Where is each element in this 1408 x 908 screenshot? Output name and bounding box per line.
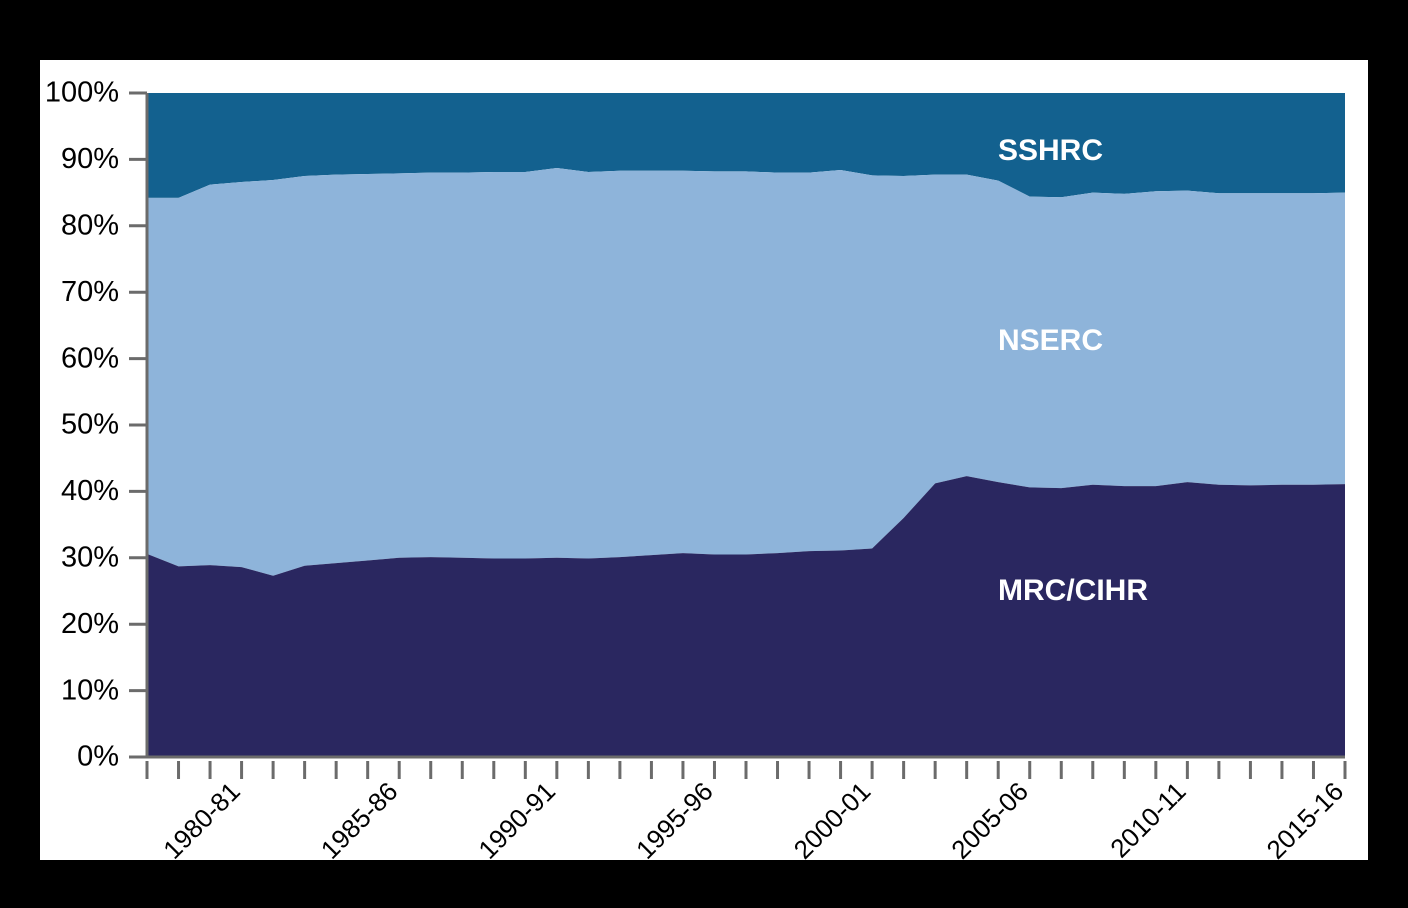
y-tick-label: 40%	[61, 475, 119, 507]
y-tick-label-group: 100% 90% 80% 70% 60% 50% 40% 30% 20% 10% 0%	[45, 77, 119, 773]
y-tick-label: 70%	[61, 276, 119, 308]
x-tick-group	[145, 761, 1347, 779]
area-nserc	[147, 168, 1345, 576]
series-label-nserc: NSERC	[998, 324, 1103, 357]
y-tick-label: 0%	[77, 741, 119, 773]
y-tick-label: 20%	[61, 608, 119, 640]
area-series-group	[147, 93, 1345, 757]
x-tick-label-group: 1980-81 1985-86 1990-91 1995-96 2000-01 2005-…	[157, 776, 1349, 865]
x-tick-label: 1990-91	[472, 776, 561, 865]
area-sshrc	[147, 93, 1345, 198]
x-tick-label: 1980-81	[157, 776, 246, 865]
x-tick-label: 1995-96	[630, 776, 719, 865]
y-tick-label: 80%	[61, 209, 119, 241]
y-tick-label: 30%	[61, 541, 119, 573]
y-tick-label: 90%	[61, 143, 119, 175]
y-tick-label: 50%	[61, 409, 119, 441]
x-tick-label: 2000-01	[788, 776, 877, 865]
y-tick-label: 10%	[61, 674, 119, 706]
x-tick-label: 2005-06	[945, 776, 1034, 865]
y-tick-label: 100%	[45, 77, 119, 109]
series-label-sshrc: SSHRC	[998, 134, 1103, 167]
x-tick-label: 2010-11	[1104, 776, 1191, 863]
x-tick-label: 1985-86	[315, 776, 404, 865]
y-tick-label: 60%	[61, 342, 119, 374]
x-tick-label: 2015-16	[1261, 776, 1350, 865]
y-tick-group	[129, 91, 147, 759]
series-label-mrc-cihr: MRC/CIHR	[998, 574, 1148, 607]
area-mrc-cihr	[147, 476, 1345, 757]
